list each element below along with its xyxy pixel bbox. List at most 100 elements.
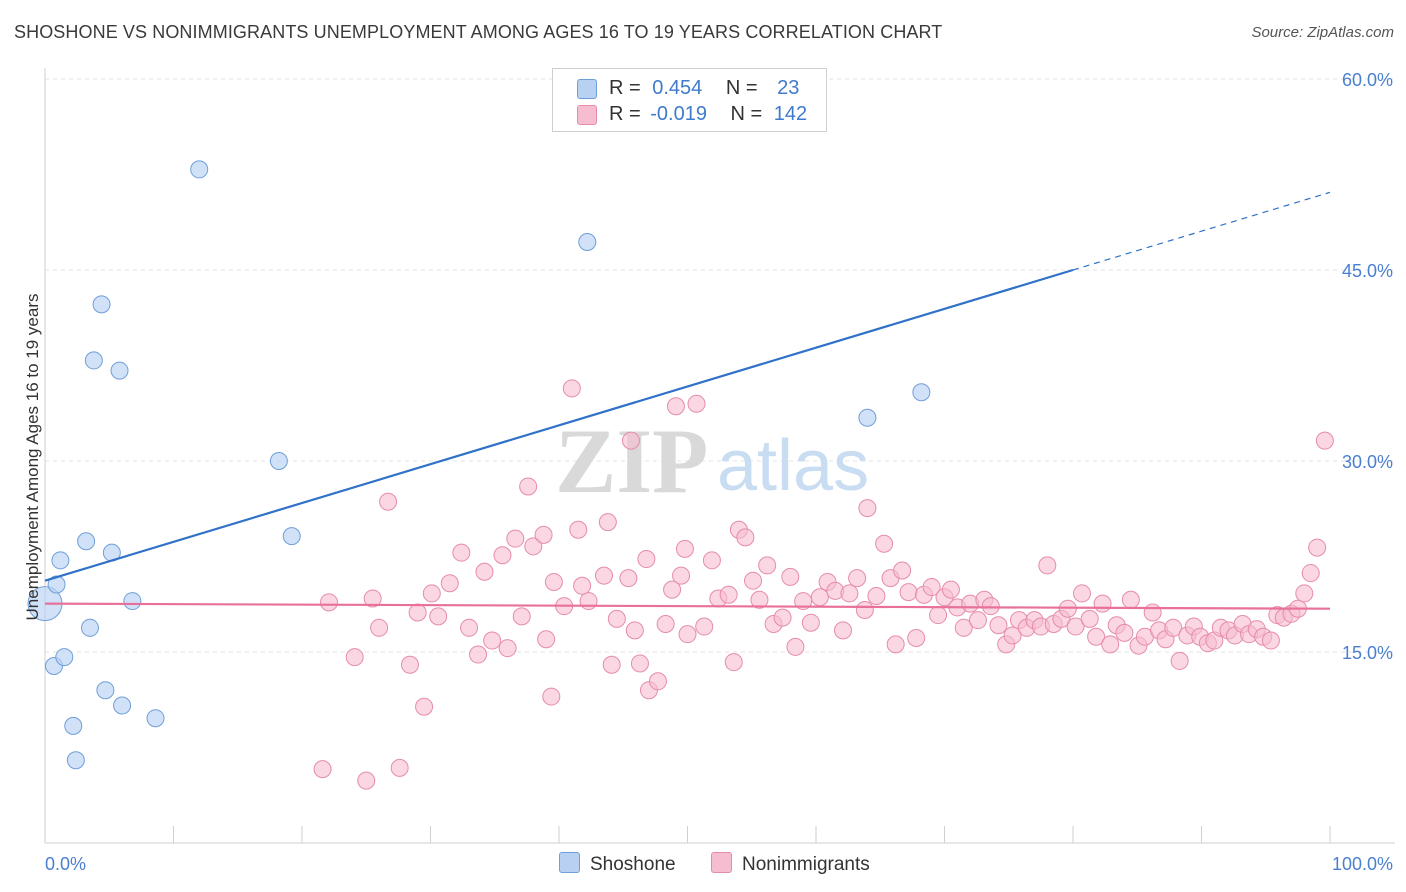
axes bbox=[44, 68, 1395, 844]
nonimmigrants-point bbox=[440, 574, 459, 593]
nonimmigrants-point bbox=[656, 614, 675, 633]
x-tick-label: 0.0% bbox=[45, 854, 86, 874]
shoshone-point bbox=[113, 696, 132, 715]
chart-title: SHOSHONE VS NONIMMIGRANTS UNEMPLOYMENT A… bbox=[14, 22, 943, 42]
nonimmigrants-point bbox=[899, 583, 918, 602]
nonimmigrants-point bbox=[1170, 651, 1189, 670]
nonimmigrants-point bbox=[408, 603, 427, 622]
nonimmigrants-point bbox=[794, 592, 813, 611]
nonimmigrants-point bbox=[429, 607, 448, 626]
correlation-legend: R = 0.454 N = 23 R = -0.019 N = 142 bbox=[552, 68, 827, 132]
nonimmigrants-point bbox=[524, 537, 543, 556]
legend-label-nonimmigrants: Nonimmigrants bbox=[742, 854, 870, 875]
nonimmigrants-point bbox=[1003, 626, 1022, 645]
nonimmigrants-point bbox=[744, 571, 763, 590]
nonimmigrants-point bbox=[968, 611, 987, 630]
shoshone-point bbox=[912, 383, 931, 402]
legend-n-value: 23 bbox=[777, 77, 800, 99]
legend-item-shoshone[interactable]: Shoshone bbox=[559, 852, 676, 876]
nonimmigrants-point bbox=[687, 394, 706, 413]
nonimmigrants-point bbox=[1072, 584, 1091, 603]
nonimmigrants-point bbox=[867, 586, 886, 605]
nonimmigrants-point bbox=[313, 760, 332, 779]
x-tick-label: 100.0% bbox=[1332, 854, 1393, 874]
nonimmigrants-point bbox=[675, 539, 694, 558]
nonimmigrants-point bbox=[506, 529, 525, 548]
nonimmigrants-point bbox=[786, 637, 805, 656]
shoshone-point bbox=[66, 751, 85, 770]
nonimmigrants-point bbox=[1093, 594, 1112, 613]
shoshone-point bbox=[269, 452, 288, 470]
nonimmigrants-point bbox=[672, 566, 691, 585]
nonimmigrants-point bbox=[981, 597, 1000, 616]
nonimmigrants-point bbox=[498, 639, 517, 658]
nonimmigrants-point bbox=[619, 569, 638, 588]
nonimmigrants-point bbox=[598, 513, 617, 532]
y-axis-label: Unemployment Among Ages 16 to 19 years bbox=[23, 294, 42, 621]
nonimmigrants-point bbox=[875, 534, 894, 553]
nonimmigrants-point bbox=[810, 588, 829, 607]
shoshone-trend-line bbox=[44, 268, 1074, 582]
shoshone-point bbox=[858, 408, 877, 427]
nonimmigrants-point bbox=[678, 625, 697, 644]
nonimmigrants-point bbox=[415, 697, 434, 716]
nonimmigrants-point bbox=[1301, 564, 1320, 583]
nonimmigrants-point bbox=[460, 618, 479, 637]
y-tick-label: 15.0% bbox=[1342, 643, 1393, 663]
nonimmigrants-point bbox=[666, 397, 685, 416]
nonimmigrants-point bbox=[544, 572, 563, 591]
shoshone-point bbox=[92, 295, 111, 314]
nonimmigrants-point bbox=[840, 584, 859, 603]
legend-n-label: N = bbox=[730, 103, 763, 125]
shoshone-legend-swatch bbox=[559, 852, 580, 873]
nonimmigrants-point bbox=[625, 621, 644, 640]
nonimmigrants-point bbox=[452, 543, 471, 562]
nonimmigrants-point bbox=[607, 609, 626, 628]
nonimmigrants-point bbox=[954, 618, 973, 637]
nonimmigrants-point bbox=[621, 431, 640, 450]
nonimmigrants-point bbox=[637, 550, 656, 569]
nonimmigrants-point bbox=[519, 477, 538, 496]
shoshone-point bbox=[64, 716, 83, 735]
y-tick-label: 60.0% bbox=[1342, 70, 1393, 90]
nonimmigrants-point bbox=[579, 592, 598, 611]
nonimmigrants-point bbox=[319, 593, 338, 612]
legend-r-label: R = bbox=[609, 103, 641, 125]
nonimmigrants-point bbox=[702, 551, 721, 570]
nonimmigrants-point bbox=[1164, 618, 1183, 637]
shoshone-point bbox=[77, 532, 96, 551]
shoshone-point bbox=[80, 618, 99, 637]
nonimmigrants-point bbox=[833, 621, 852, 640]
legend-n-label: N = bbox=[725, 77, 758, 99]
shoshone-point bbox=[146, 709, 165, 728]
nonimmigrants-point bbox=[929, 606, 948, 625]
nonimmigrants-point bbox=[855, 600, 874, 619]
nonimmigrants-point bbox=[724, 653, 743, 672]
nonimmigrants-point bbox=[781, 567, 800, 586]
legend-n-value: 142 bbox=[773, 103, 808, 125]
nonimmigrants-point bbox=[858, 499, 877, 518]
shoshone-point bbox=[47, 575, 66, 594]
nonimmigrants-point bbox=[848, 569, 867, 588]
nonimmigrants-point bbox=[1295, 584, 1314, 603]
nonimmigrants-point bbox=[1066, 617, 1085, 636]
shoshone-point bbox=[110, 361, 129, 380]
legend-r-label: R = bbox=[609, 77, 641, 99]
nonimmigrants-point bbox=[357, 771, 376, 790]
legend-item-nonimmigrants[interactable]: Nonimmigrants bbox=[711, 852, 870, 876]
nonimmigrants-point bbox=[941, 580, 960, 599]
nonimmigrants-point bbox=[1080, 609, 1099, 628]
nonimmigrants-point bbox=[379, 492, 398, 511]
shoshone-point bbox=[190, 160, 209, 179]
nonimmigrants-point bbox=[345, 648, 364, 667]
shoshone-point bbox=[96, 681, 115, 700]
nonimmigrants-point bbox=[422, 584, 441, 603]
nonimmigrants-point bbox=[562, 379, 581, 398]
nonimmigrants-point bbox=[493, 546, 512, 565]
shoshone-point bbox=[55, 648, 74, 667]
nonimmigrants-point bbox=[370, 618, 389, 637]
nonimmigrants-point bbox=[573, 576, 592, 595]
nonimmigrants-point bbox=[1115, 623, 1134, 642]
nonimmigrants-point bbox=[719, 585, 738, 604]
